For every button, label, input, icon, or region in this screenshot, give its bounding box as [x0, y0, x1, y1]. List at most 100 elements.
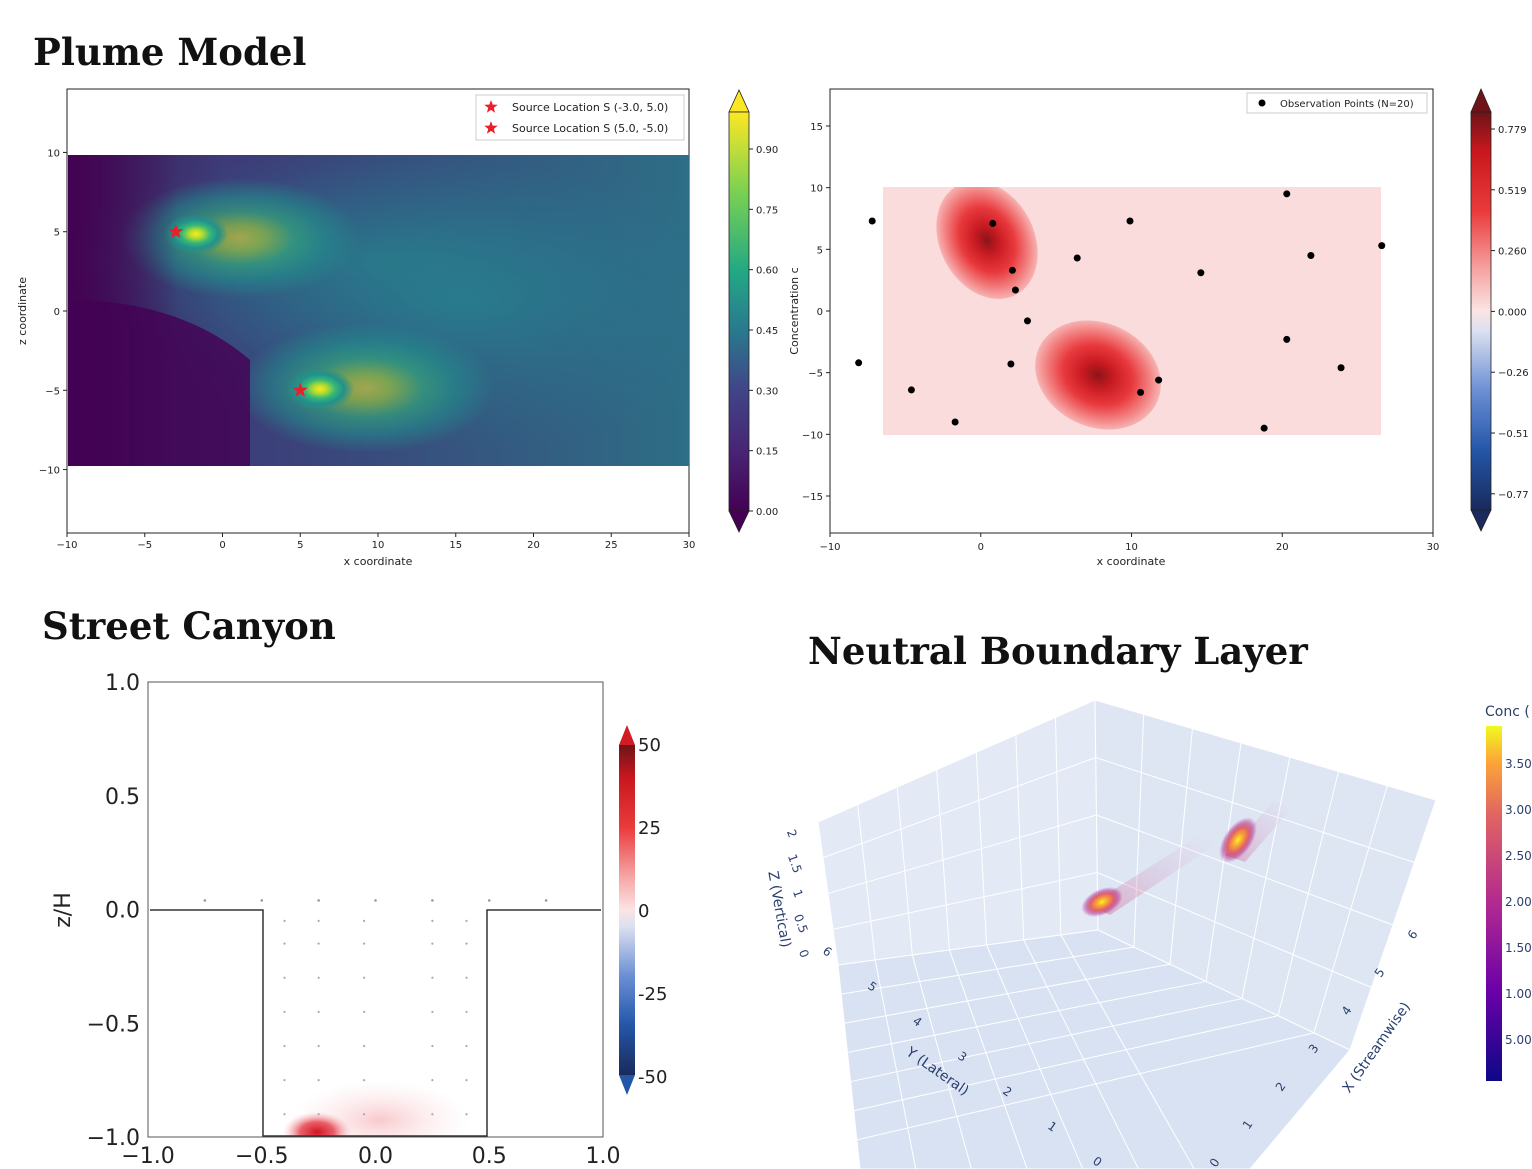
y-tick-label: −5: [808, 369, 823, 380]
canyon-outline: [150, 909, 601, 1137]
velocity-vector: [465, 1044, 468, 1048]
colorbar: Conc ( 3.50 3.00 2.50 2.00 1.50 1.00 5.00: [1485, 704, 1532, 1081]
legend-marker: [1258, 99, 1266, 107]
y-tick-label: 6: [820, 944, 834, 960]
velocity-vector: [283, 976, 286, 979]
y-tick-label: −1.0: [87, 1126, 140, 1151]
observation-points: [855, 190, 1386, 432]
y-tick-label: 0: [817, 307, 823, 318]
velocity-vector: [317, 1113, 320, 1116]
x-tick-label: −10: [819, 542, 840, 553]
concentration-field: [68, 155, 689, 466]
velocity-vector: [465, 1113, 468, 1116]
y-tick-label: −15: [802, 492, 823, 503]
colorbar-tick-label: −0.77: [1498, 490, 1529, 501]
gridline: [986, 944, 1084, 1169]
velocity-vector: [465, 919, 468, 922]
velocity-vector: [487, 899, 491, 902]
observation-point: [1073, 254, 1081, 262]
street-canyon-chart: −1.0 −0.5 0.0 0.5 1.0 −1.0 −0.5 0.0 0.5 1.0 z/H 5…: [51, 671, 667, 1169]
observation-chart: −10 0 10 20 30 −15 −10 −5 0 5 10 15 x coordinate Co…: [788, 87, 1529, 568]
colorbar-tick-label: 1.00: [1505, 987, 1532, 1001]
z-tick-label: 0.5: [791, 912, 811, 935]
observation-axes: −10 0 10 20 30 −15 −10 −5 0 5 10 15: [802, 122, 1439, 553]
velocity-vector: [260, 899, 264, 902]
velocity-vector: [431, 942, 434, 945]
gridline: [822, 757, 1096, 859]
observation-point: [1283, 190, 1291, 198]
legend-label: Source Location S (5.0, -5.0): [512, 122, 668, 135]
x-tick-label: 25: [605, 540, 618, 551]
colorbar-tick-label: 2.00: [1505, 895, 1532, 909]
velocity-vectors: [203, 899, 548, 1116]
observation-point: [1008, 266, 1016, 274]
velocity-vector: [431, 1113, 434, 1116]
canyon-axes: −1.0 −0.5 0.0 0.5 1.0 −1.0 −0.5 0.0 0.5 1.0: [87, 671, 621, 1169]
x-axis-label: x coordinate: [1097, 555, 1166, 568]
x-tick-label: 30: [683, 540, 696, 551]
neutral-boundary-layer-heading: Neutral Boundary Layer: [808, 629, 1308, 673]
y-axis-label: Concentration c: [788, 267, 801, 354]
street-canyon-heading: Street Canyon: [42, 604, 336, 648]
velocity-vector: [283, 919, 286, 922]
y-tick-label: 10: [47, 148, 60, 159]
colorbar: 50 25 0 -25 -50: [619, 725, 667, 1095]
velocity-vector: [431, 919, 434, 922]
colorbar-tick-label: 3.00: [1505, 803, 1532, 817]
source-marker: [168, 223, 184, 239]
velocity-vector: [431, 899, 434, 902]
colorbar-tick-label: 3.50: [1505, 757, 1532, 771]
legend-marker: [484, 121, 498, 134]
z-tick-label: 1: [790, 888, 806, 900]
x-tick-label: 20: [1276, 542, 1289, 553]
velocity-vector: [283, 1010, 286, 1013]
gridline: [1060, 934, 1195, 1169]
source-marker: [292, 382, 308, 397]
gridline: [847, 980, 1207, 1053]
3d-gridlines: [822, 714, 1415, 1169]
y-tick-label: 10: [810, 184, 823, 195]
velocity-vector: [283, 1113, 286, 1116]
observation-point: [1337, 364, 1345, 372]
x-tick-label: 10: [1125, 542, 1138, 553]
x-tick-label: 10: [372, 540, 385, 551]
observation-point: [1011, 286, 1019, 294]
gridline: [827, 814, 1097, 894]
colorbar: 0.00 0.15 0.30 0.45 0.60 0.75 0.90: [728, 89, 778, 533]
z-tick-label: 1.5: [785, 852, 805, 875]
concentration-field: [883, 187, 1381, 435]
velocity-vector: [203, 899, 207, 902]
velocity-vector: [317, 899, 320, 902]
gridline: [832, 872, 1098, 930]
velocity-vector: [465, 1010, 468, 1013]
velocity-vector: [363, 976, 366, 979]
velocity-vector: [317, 976, 320, 979]
colorbar-tick-label: 0.000: [1498, 307, 1527, 318]
y-tick-label: 1.0: [105, 671, 140, 696]
velocity-vector: [363, 942, 366, 945]
observation-point: [1378, 242, 1386, 250]
y-tick-label: 15: [810, 122, 823, 133]
colorbar: 0.779 0.519 0.260 0.000 −0.26 −0.51 −0.77: [1470, 87, 1529, 532]
observation-point: [1023, 317, 1031, 325]
x-tick-label: 5: [297, 540, 303, 551]
plume-axes: −10 −5 0 5 10 15 20 25 30 −10 −5 0 5 10: [39, 148, 695, 551]
colorbar-tick-label: -25: [638, 984, 667, 1005]
observation-point: [855, 359, 863, 367]
y-tick-label: −10: [39, 466, 60, 477]
x-tick-label: 6: [1405, 928, 1421, 942]
velocity-vector: [317, 919, 320, 922]
colorbar-tick-label: 2.50: [1505, 849, 1532, 863]
velocity-vector: [431, 976, 434, 979]
gridline: [853, 1015, 1279, 1112]
x-tick-label: 15: [449, 540, 462, 551]
colorbar-tick-label: 0.45: [756, 326, 778, 337]
colorbar-tick-label: -50: [638, 1067, 667, 1088]
y-axis-label: z coordinate: [16, 277, 29, 345]
colorbar-tick-label: 0.519: [1498, 186, 1527, 197]
colorbar-tick-label: −0.26: [1498, 368, 1529, 379]
x-axis-label: x coordinate: [344, 555, 413, 568]
y-tick-label: 0.5: [105, 785, 140, 810]
observation-point: [1137, 388, 1145, 396]
velocity-vector: [374, 899, 377, 902]
